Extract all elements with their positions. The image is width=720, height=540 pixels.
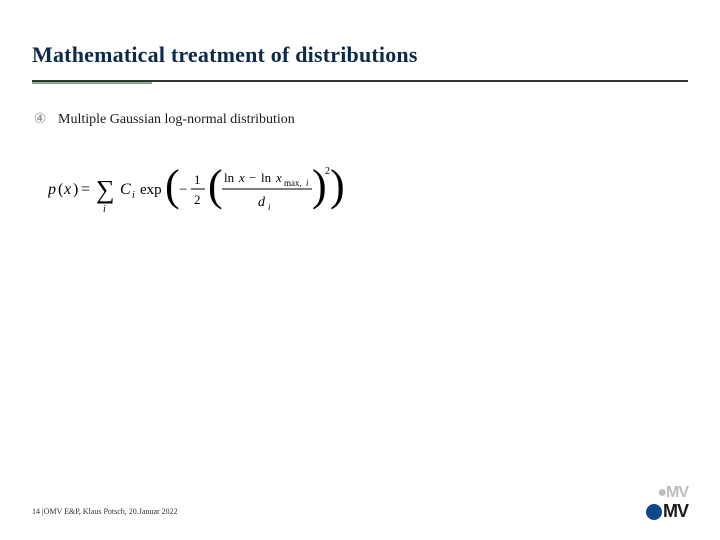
svg-text:i: i bbox=[306, 178, 309, 188]
svg-text:d: d bbox=[258, 195, 266, 210]
svg-text:ln: ln bbox=[224, 170, 235, 185]
svg-text:): ) bbox=[330, 161, 345, 210]
svg-text:i: i bbox=[132, 190, 135, 201]
svg-text:ln: ln bbox=[261, 170, 272, 185]
svg-text:−: − bbox=[249, 170, 256, 185]
svg-text:=: = bbox=[81, 181, 90, 198]
svg-text:i: i bbox=[268, 202, 271, 212]
svg-text:−: − bbox=[179, 182, 187, 198]
logo-bottom-row: MV bbox=[646, 501, 688, 522]
svg-text:x: x bbox=[238, 170, 245, 185]
bullet-item: ④ Multiple Gaussian log-normal distribut… bbox=[32, 112, 295, 128]
slide-footer: 14 |OMV E&P, Klaus Potsch, 20.Januar 202… bbox=[32, 507, 178, 516]
svg-text:(: ( bbox=[165, 161, 180, 210]
logo-top-row: ●MV bbox=[646, 484, 688, 502]
bullet-number-icon: ④ bbox=[32, 113, 48, 127]
formula-svg: p ( x ) = ∑ i C i exp ( − 1 2 bbox=[48, 158, 348, 222]
title-underline-accent bbox=[32, 82, 152, 84]
svg-text:x: x bbox=[63, 181, 71, 198]
svg-text:): ) bbox=[73, 181, 78, 198]
slide-title: Mathematical treatment of distributions bbox=[32, 42, 418, 68]
svg-text:C: C bbox=[120, 181, 131, 198]
svg-text:2: 2 bbox=[194, 192, 201, 207]
logo-text: MV bbox=[663, 501, 688, 522]
svg-text:(: ( bbox=[208, 161, 223, 210]
formula: p ( x ) = ∑ i C i exp ( − 1 2 bbox=[48, 158, 348, 227]
svg-text:max,: max, bbox=[284, 178, 302, 188]
bullet-text: Multiple Gaussian log-normal distributio… bbox=[58, 112, 295, 128]
company-logo: ●MV MV bbox=[646, 484, 688, 522]
svg-text:i: i bbox=[103, 204, 106, 215]
svg-text:exp: exp bbox=[140, 182, 162, 198]
svg-text:(: ( bbox=[58, 181, 63, 198]
svg-text:1: 1 bbox=[194, 172, 201, 187]
svg-text:p: p bbox=[48, 181, 56, 198]
logo-circle-icon bbox=[646, 504, 662, 520]
svg-text:∑: ∑ bbox=[96, 175, 115, 204]
svg-text:x: x bbox=[275, 170, 282, 185]
